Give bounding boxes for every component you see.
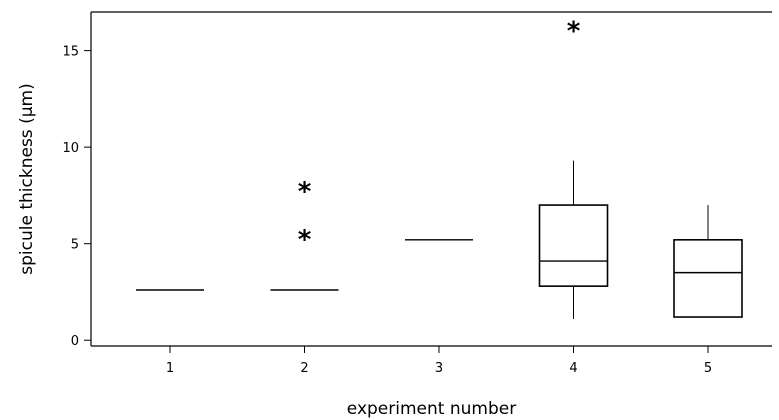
x-tick-label: 1 <box>166 361 174 376</box>
box-iqr <box>538 204 609 287</box>
boxes: *** <box>136 17 743 319</box>
y-tick-label: 0 <box>71 334 79 349</box>
x-axis-title: experiment number <box>347 399 516 419</box>
box-iqr <box>673 239 743 318</box>
axes <box>90 11 772 347</box>
y-tick-label: 15 <box>62 45 79 60</box>
outlier-marker: * <box>298 225 312 255</box>
y-tick-label: 10 <box>62 141 79 156</box>
x-tick-label: 2 <box>300 361 308 376</box>
y-tick-label: 5 <box>71 238 79 253</box>
box-4: * <box>538 17 609 319</box>
x-ticks: 1 2 3 4 5 <box>166 346 712 376</box>
y-axis-title: spicule thickness (µm) <box>17 83 37 274</box>
outlier-marker: * <box>298 177 312 207</box>
outlier-marker: * <box>567 17 581 47</box>
x-tick-label: 3 <box>435 361 443 376</box>
y-ticks: 0 5 10 15 <box>62 45 91 349</box>
x-tick-label: 5 <box>704 361 712 376</box>
x-tick-label: 4 <box>569 361 577 376</box>
box-2: ** <box>270 177 339 291</box>
box-5 <box>673 205 743 318</box>
